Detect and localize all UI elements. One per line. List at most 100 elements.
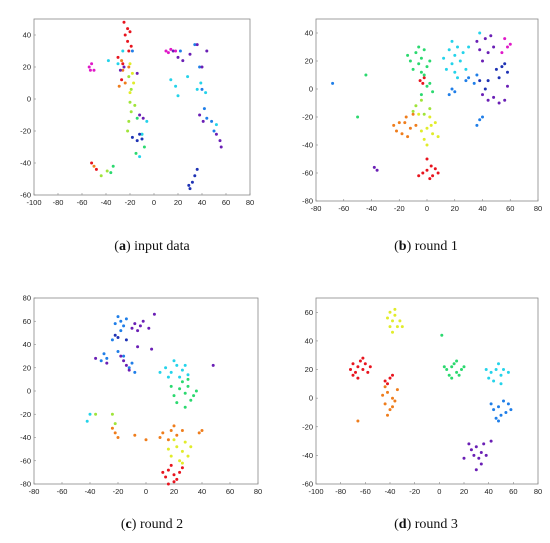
x-tick-label: 40 (478, 204, 486, 213)
x-tick-label: -60 (360, 487, 371, 496)
scatter-point-orange (414, 123, 418, 127)
scatter-point-green (186, 384, 190, 388)
scatter-point-yellow (425, 126, 429, 130)
scatter-point-orange (356, 419, 360, 423)
scatter-point-green (109, 171, 113, 175)
scatter-point-azure (497, 405, 500, 409)
x-tick-label: 60 (506, 204, 514, 213)
scatter-point-green (183, 405, 187, 409)
scatter-point-green (462, 365, 466, 369)
scatter-point-azure (99, 359, 103, 363)
y-tick-label: -60 (302, 480, 313, 489)
y-tick-label: 60 (23, 317, 31, 326)
y-tick-label: -40 (302, 451, 313, 460)
scatter-point-orange (381, 393, 385, 397)
scatter-point-cyan (442, 56, 446, 60)
scatter-point-purple (474, 445, 478, 449)
scatter-point-green (419, 70, 423, 74)
scatter-point-azure (331, 81, 335, 85)
scatter-point-green (194, 389, 198, 393)
scatter-point-azure (453, 90, 457, 94)
scatter-point-orange (175, 433, 179, 437)
scatter-point-navy (195, 167, 199, 171)
scatter-point-red (161, 470, 165, 474)
scatter-point-cyan (464, 67, 468, 71)
scatter-point-navy (138, 132, 142, 136)
scatter-point-yellow (400, 325, 404, 329)
scatter-point-yellow (172, 438, 176, 442)
scatter-point-azure (130, 361, 134, 365)
y-tick-label: -60 (302, 169, 313, 178)
plot-frame-c (33, 297, 259, 485)
scatter-point-azure (102, 352, 106, 356)
scatter-point-orange (383, 385, 387, 389)
scatter-point-azure (113, 322, 117, 326)
scatter-point-green (135, 116, 139, 120)
scatter-point-red (351, 362, 355, 366)
scatter-point-lime (419, 98, 423, 102)
scatter-point-azure (110, 338, 114, 342)
scatter-point-purple (492, 45, 496, 49)
scatter-point-orange (197, 431, 201, 435)
scatter-point-green (142, 145, 146, 149)
scatter-point-orange (172, 424, 176, 428)
y-tick-label: 60 (305, 308, 313, 317)
scatter-point-navy (187, 183, 191, 187)
scatter-point-red (368, 365, 372, 369)
scatter-point-cyan (456, 45, 459, 49)
y-tick-label: -80 (20, 480, 31, 489)
scatter-point-cyan (489, 370, 493, 374)
scatter-point-green (175, 401, 179, 405)
scatter-point-purple (489, 34, 493, 38)
scatter-point-green (440, 333, 444, 337)
scatter-point-cyan (458, 59, 462, 63)
scatter-point-green (455, 359, 459, 363)
x-tick-label: 80 (534, 487, 542, 496)
scatter-point-orange (386, 413, 389, 417)
scatter-point-orange (393, 399, 397, 403)
x-tick-label: 60 (226, 487, 234, 496)
scatter-point-azure (124, 317, 128, 321)
scatter-point-purple (152, 312, 156, 316)
scatter-point-navy (486, 79, 490, 83)
scatter-point-cyan (174, 84, 178, 88)
panel-letter-c: c (126, 517, 132, 532)
scatter-point-yellow (132, 81, 136, 85)
x-tick-label: -20 (113, 487, 124, 496)
scatter-point-orange (121, 68, 125, 72)
scatter-point-red (94, 167, 98, 171)
scatter-point-cyan (138, 155, 142, 159)
scatter-point-red (361, 368, 365, 371)
scatter-point-azure (119, 319, 123, 323)
x-tick-label: -20 (394, 204, 405, 213)
scatter-points-a (87, 20, 223, 191)
scatter-points-b (331, 31, 512, 181)
scatter-point-green (178, 387, 182, 391)
scatter-point-cyan (116, 62, 120, 66)
scatter-point-azure (509, 408, 513, 412)
scatter-point-green (111, 164, 115, 168)
scatter-point-cyan (88, 412, 92, 416)
scatter-point-green (428, 81, 432, 85)
scatter-point-purple (138, 324, 142, 328)
scatter-point-red (425, 168, 429, 172)
scatter-point-cyan (166, 375, 170, 379)
y-tick-label: 40 (305, 29, 313, 38)
scatter-point-cyan (106, 59, 110, 63)
scatter-point-purple (492, 95, 496, 99)
x-tick-label: -80 (311, 204, 322, 213)
scatter-point-navy (497, 76, 501, 80)
scatter-point-purple (479, 462, 483, 466)
scatter-point-purple (141, 116, 145, 120)
scatter-point-azure (130, 49, 134, 53)
scatter-point-green (186, 377, 190, 381)
scatter-point-magenta (92, 68, 96, 72)
scatter-point-red (178, 470, 182, 474)
scatter-point-azure (475, 73, 479, 77)
scatter-point-orange (388, 408, 392, 412)
scatter-point-navy (190, 180, 194, 184)
scatter-point-red (436, 171, 440, 175)
scatter-point-azure (492, 408, 496, 412)
scatter-point-purple (150, 347, 154, 351)
x-tick-label: -80 (335, 487, 346, 496)
